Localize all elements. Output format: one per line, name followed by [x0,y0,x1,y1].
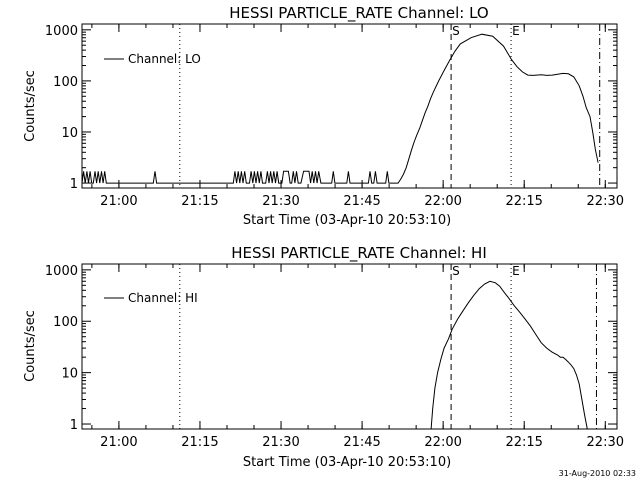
y-tick-label: 10 [61,367,78,382]
y-tick-label: 100 [53,315,78,330]
x-tick-label: 21:00 [100,435,137,450]
x-tick-label: 22:15 [505,435,542,450]
marker-label: S [452,24,460,38]
x-tick-label: 22:00 [424,194,461,209]
chart-title: HESSI PARTICLE_RATE Channel: HI [231,244,487,263]
x-tick-label: 21:15 [181,194,218,209]
x-tick-label: 21:00 [100,194,137,209]
panel-lo: HESSI PARTICLE_RATE Channel: LO 1 10 100 10… [23,4,624,228]
marker-label: E [512,264,520,278]
x-tick-label: 22:30 [587,435,624,450]
plot-frame [81,23,618,189]
y-tick-label: 1 [70,177,78,192]
x-axis-label: Start Time (03-Apr-10 20:53:10) [243,455,451,470]
legend-label: Channel: LO [128,52,201,66]
x-tick-label: 22:30 [587,194,624,209]
y-tick-label: 10 [61,126,78,141]
marker-label: S [452,264,460,278]
x-tick-label: 21:45 [343,194,380,209]
x-axis-label: Start Time (03-Apr-10 20:53:10) [243,213,451,228]
y-tick-label: 1 [70,418,78,433]
x-tick-label: 21:30 [262,194,299,209]
marker-label: E [512,24,520,38]
x-tick-label: 21:15 [181,435,218,450]
x-tick-label: 21:30 [262,435,299,450]
legend-label: Channel: HI [128,291,198,305]
x-tick-label: 22:00 [424,435,461,450]
footer-timestamp: 31-Aug-2010 02:33 [558,469,636,478]
chart-title: HESSI PARTICLE_RATE Channel: LO [229,4,488,23]
series-line-lo [81,33,599,184]
y-tick-label: 1000 [45,264,78,279]
y-axis-label: Counts/sec [23,310,38,382]
panel-hi: HESSI PARTICLE_RATE Channel: HI 1 10 100 10… [23,244,624,470]
y-axis-label: Counts/sec [23,70,38,142]
y-tick-label: 1000 [45,24,78,39]
x-tick-label: 21:45 [343,435,380,450]
plot-frame [81,263,618,430]
x-tick-label: 22:15 [505,194,542,209]
y-tick-label: 100 [53,75,78,90]
series-line-hi [430,280,588,430]
